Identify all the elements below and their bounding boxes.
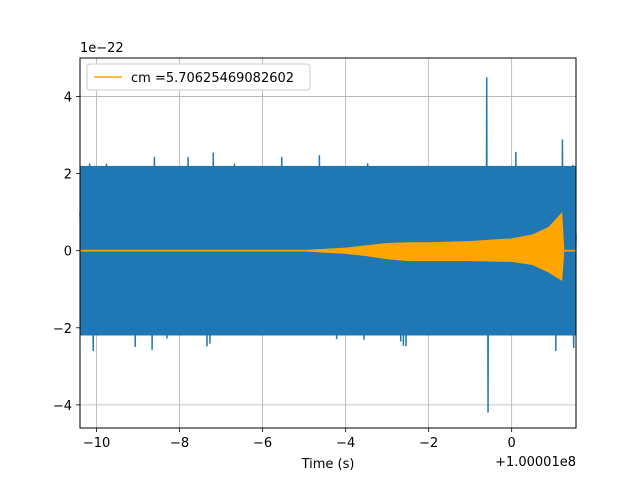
y-tick-label: 4 [64,91,72,106]
x-axis: −10 −8 −6 −4 −2 0 [83,428,516,451]
y-scale-text: 1e−22 [80,41,124,56]
waveform-series [80,212,576,281]
waveform-envelope [80,212,576,281]
y-tick-label: 0 [64,245,72,260]
x-offset-text: +1.00001e8 [495,455,576,470]
y-tick-label: −4 [53,399,72,414]
x-tick-label: 0 [508,436,516,451]
y-tick-label: −2 [53,322,72,337]
x-tick-label: −6 [253,436,272,451]
y-tick-label: 2 [64,168,72,183]
plot-frame [79,57,577,429]
x-axis-label: Time (s) [301,457,355,472]
y-axis: −4 −2 0 2 4 [53,91,80,414]
x-tick-label: −8 [170,436,189,451]
x-tick-label: −2 [419,436,438,451]
x-tick-label: −4 [336,436,355,451]
legend: cm =5.70625469082602 [86,63,311,91]
legend-box [86,63,311,91]
legend-label: cm =5.70625469082602 [131,71,294,86]
x-tick-label: −10 [83,436,110,451]
